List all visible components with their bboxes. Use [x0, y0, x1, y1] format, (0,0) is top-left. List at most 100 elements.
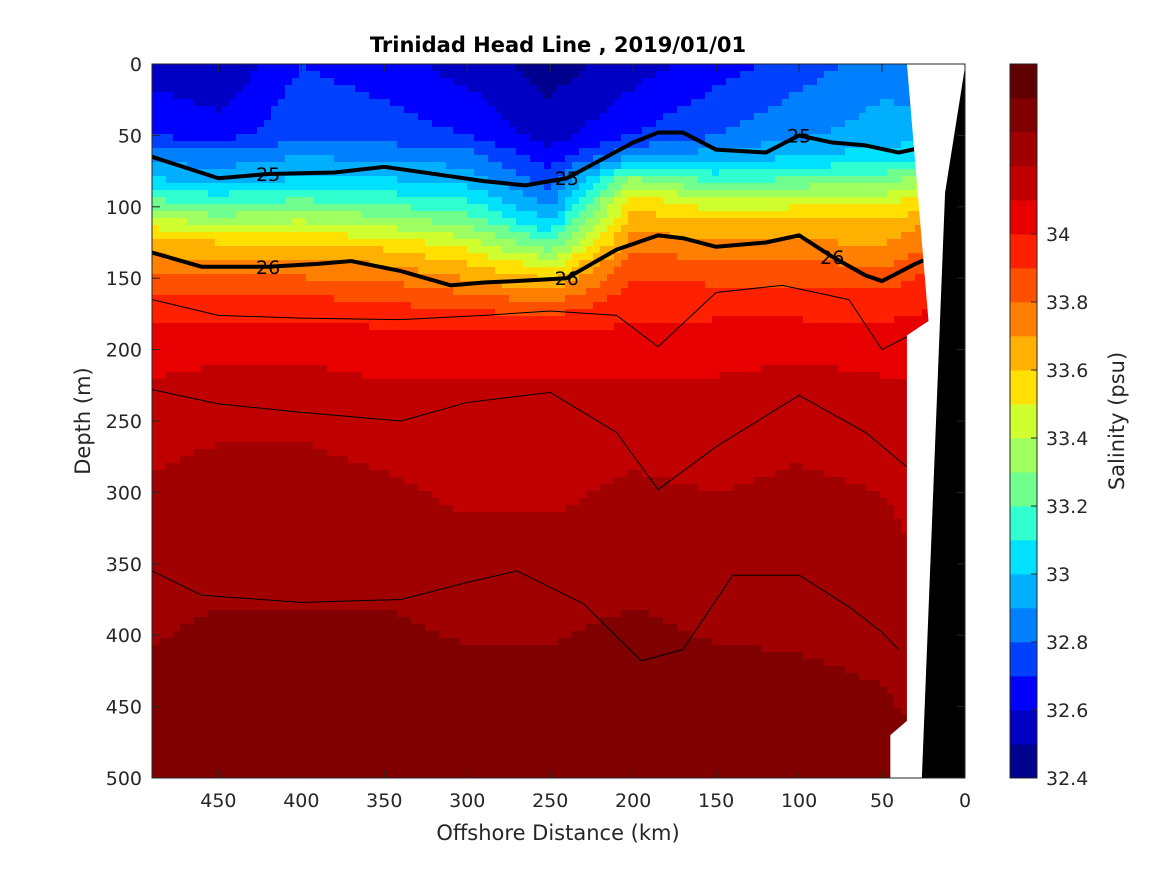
salinity-cell — [334, 547, 342, 555]
salinity-cell — [432, 316, 440, 324]
salinity-cell — [278, 638, 286, 646]
salinity-cell — [285, 526, 293, 534]
salinity-cell — [425, 596, 433, 604]
salinity-cell — [425, 645, 433, 653]
salinity-cell — [292, 176, 300, 184]
salinity-cell — [453, 239, 461, 247]
salinity-cell — [152, 708, 160, 716]
salinity-cell — [166, 575, 174, 583]
salinity-cell — [306, 512, 314, 520]
salinity-cell — [376, 365, 384, 373]
salinity-cell — [474, 757, 482, 765]
salinity-cell — [173, 253, 181, 261]
salinity-cell — [334, 638, 342, 646]
salinity-cell — [488, 729, 496, 737]
salinity-cell — [481, 694, 489, 702]
salinity-cell — [481, 155, 489, 163]
salinity-cell — [159, 470, 167, 478]
salinity-cell — [271, 232, 279, 240]
salinity-cell — [397, 645, 405, 653]
salinity-cell — [425, 246, 433, 254]
salinity-cell — [369, 638, 377, 646]
salinity-cell — [257, 330, 265, 338]
salinity-cell — [334, 204, 342, 212]
salinity-cell — [152, 477, 160, 485]
salinity-cell — [369, 204, 377, 212]
salinity-cell — [285, 246, 293, 254]
salinity-cell — [201, 757, 209, 765]
salinity-cell — [194, 323, 202, 331]
salinity-cell — [285, 666, 293, 674]
salinity-cell — [446, 379, 454, 387]
salinity-cell — [215, 239, 223, 247]
salinity-cell — [481, 456, 489, 464]
salinity-cell — [250, 624, 258, 632]
salinity-cell — [453, 197, 461, 205]
salinity-cell — [397, 547, 405, 555]
salinity-cell — [327, 442, 335, 450]
salinity-cell — [320, 610, 328, 618]
salinity-cell — [250, 260, 258, 268]
salinity-cell — [257, 99, 265, 107]
salinity-cell — [250, 750, 258, 758]
salinity-cell — [390, 183, 398, 191]
salinity-cell — [159, 379, 167, 387]
salinity-cell — [292, 547, 300, 555]
salinity-cell — [334, 631, 342, 639]
salinity-cell — [383, 771, 391, 778]
salinity-cell — [481, 561, 489, 569]
salinity-cell — [208, 365, 216, 373]
salinity-cell — [229, 64, 237, 72]
salinity-cell — [222, 64, 230, 72]
salinity-cell — [278, 295, 286, 303]
salinity-cell — [425, 435, 433, 443]
salinity-cell — [446, 113, 454, 121]
salinity-cell — [327, 715, 335, 723]
salinity-cell — [348, 736, 356, 744]
salinity-cell — [474, 407, 482, 415]
salinity-cell — [215, 421, 223, 429]
salinity-cell — [460, 365, 468, 373]
salinity-cell — [236, 302, 244, 310]
salinity-cell — [215, 729, 223, 737]
salinity-cell — [481, 617, 489, 625]
salinity-cell — [187, 190, 195, 198]
salinity-cell — [397, 428, 405, 436]
salinity-cell — [390, 386, 398, 394]
salinity-cell — [257, 547, 265, 555]
salinity-cell — [418, 162, 426, 170]
salinity-cell — [474, 624, 482, 632]
salinity-cell — [404, 533, 412, 541]
salinity-cell — [264, 400, 272, 408]
salinity-cell — [355, 750, 363, 758]
salinity-cell — [327, 211, 335, 219]
salinity-cell — [320, 281, 328, 289]
salinity-cell — [166, 330, 174, 338]
salinity-cell — [173, 533, 181, 541]
salinity-cell — [285, 344, 293, 352]
salinity-cell — [180, 428, 188, 436]
salinity-cell — [411, 554, 419, 562]
salinity-cell — [278, 540, 286, 548]
salinity-cell — [222, 211, 230, 219]
salinity-cell — [369, 435, 377, 443]
salinity-cell — [327, 302, 335, 310]
salinity-cell — [285, 281, 293, 289]
salinity-cell — [481, 120, 489, 128]
salinity-cell — [446, 309, 454, 317]
salinity-cell — [278, 351, 286, 359]
salinity-cell — [397, 176, 405, 184]
salinity-cell — [173, 358, 181, 366]
salinity-cell — [362, 631, 370, 639]
salinity-cell — [236, 344, 244, 352]
salinity-cell — [348, 533, 356, 541]
salinity-cell — [369, 596, 377, 604]
salinity-cell — [180, 435, 188, 443]
salinity-cell — [425, 134, 433, 142]
salinity-cell — [264, 673, 272, 681]
salinity-cell — [264, 99, 272, 107]
salinity-cell — [264, 638, 272, 646]
salinity-cell — [488, 568, 496, 576]
salinity-cell — [215, 533, 223, 541]
salinity-cell — [173, 134, 181, 142]
